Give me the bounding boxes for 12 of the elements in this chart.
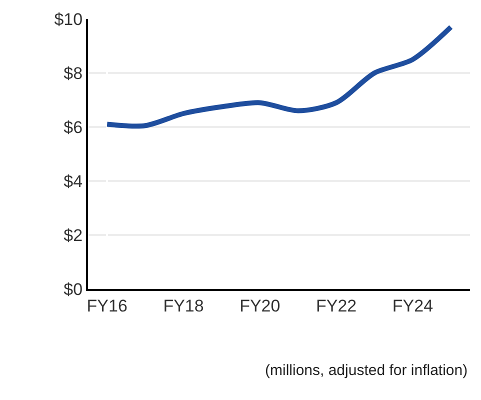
y-tick-label: $0 (64, 280, 83, 299)
x-tick-label: FY20 (240, 296, 280, 316)
y-tick-label: $2 (64, 226, 83, 245)
x-tick-label: FY24 (392, 296, 434, 316)
y-tick-label: $4 (64, 172, 83, 191)
y-tick-label: $8 (64, 64, 83, 83)
y-tick-label: $6 (64, 118, 83, 137)
text: (millions, adjusted for inflation) (265, 362, 468, 379)
y-tick-label: $10 (54, 10, 83, 29)
x-tick-label: FY16 (86, 296, 128, 316)
x-tick-label: FY18 (163, 296, 204, 316)
x-tick-label: FY22 (316, 296, 357, 316)
